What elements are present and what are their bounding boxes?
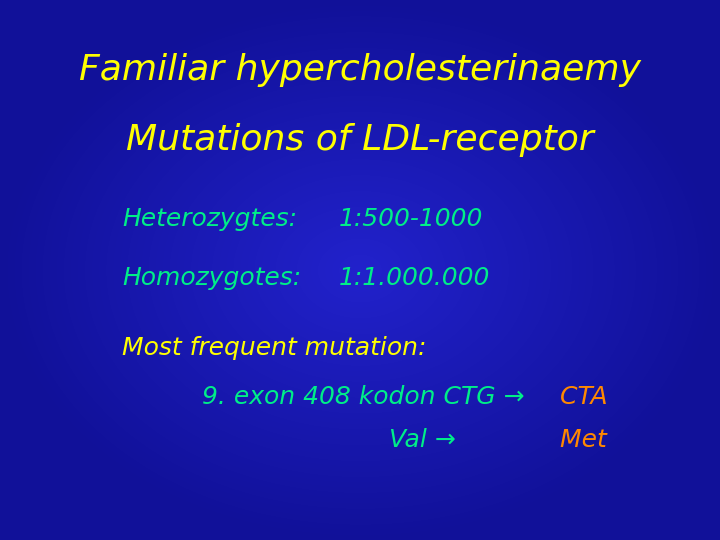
Text: 1:1.000.000: 1:1.000.000 — [338, 266, 490, 290]
Text: Homozygotes:: Homozygotes: — [122, 266, 302, 290]
Text: 9. exon 408 kodon CTG →: 9. exon 408 kodon CTG → — [202, 385, 524, 409]
Text: Mutations of LDL-receptor: Mutations of LDL-receptor — [126, 124, 594, 157]
Text: Heterozygtes:: Heterozygtes: — [122, 207, 297, 231]
Text: Met: Met — [544, 428, 606, 452]
Text: CTA: CTA — [544, 385, 607, 409]
Text: Val →: Val → — [389, 428, 456, 452]
Text: 1:500-1000: 1:500-1000 — [338, 207, 483, 231]
Text: Familiar hypercholesterinaemy: Familiar hypercholesterinaemy — [79, 53, 641, 87]
Text: Most frequent mutation:: Most frequent mutation: — [122, 336, 427, 360]
